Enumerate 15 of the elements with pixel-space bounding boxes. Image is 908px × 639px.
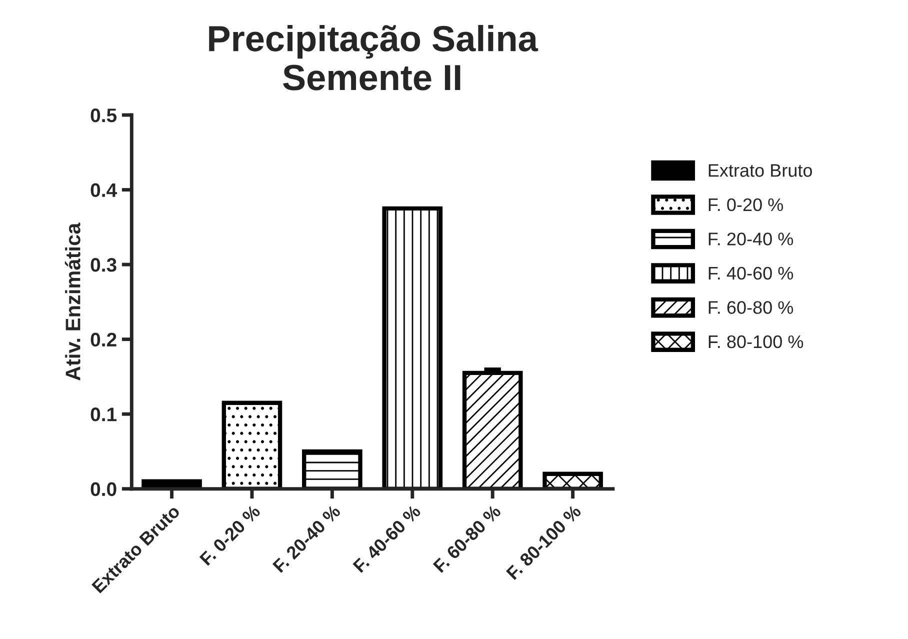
y-tick-label: 0.1 xyxy=(90,408,117,422)
legend-label: Extrato Bruto xyxy=(708,164,812,177)
legend-label: F. 40-60 % xyxy=(708,266,794,280)
chart-title: Precipitação Salina Semente II xyxy=(209,24,538,90)
legend-label: F. 80-100 % xyxy=(708,335,804,348)
y-tick-label: 0.5 xyxy=(90,108,117,122)
y-tick-label: 0.0 xyxy=(90,482,116,496)
y-tick-label: 0.2 xyxy=(90,332,116,347)
legend-label: F. 20-40 % xyxy=(708,232,794,246)
x-tick-label: F. 0-20 % xyxy=(199,504,262,566)
y-tick-label: 0.3 xyxy=(90,258,116,272)
legend-label: F. 0-20 % xyxy=(708,198,783,212)
y-axis-title: Ativ. Enzimática xyxy=(64,222,80,381)
y-tick-label: 0.4 xyxy=(90,183,117,198)
legend-label: F. 60-80 % xyxy=(708,301,794,314)
